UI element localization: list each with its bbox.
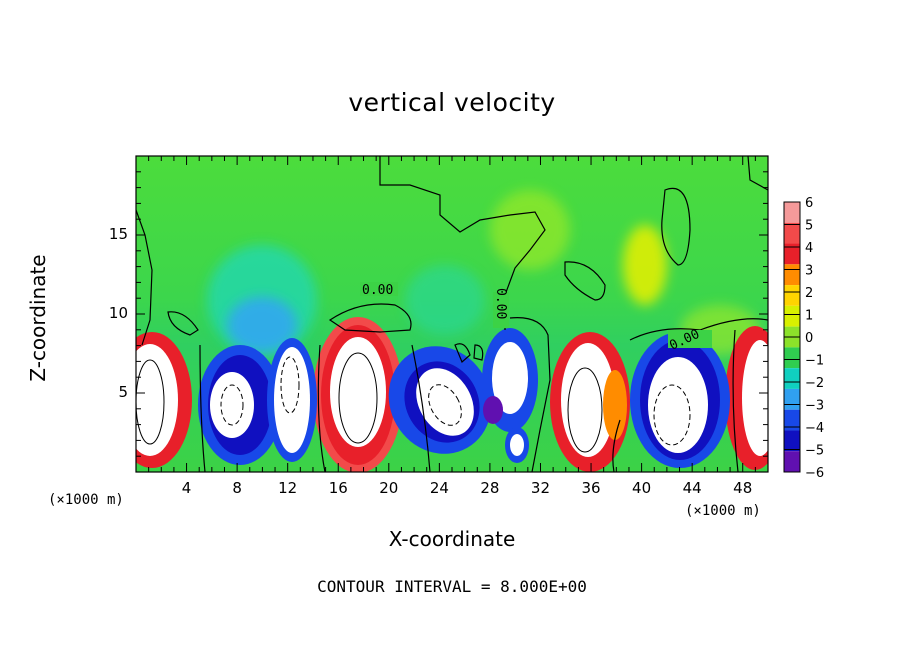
chart-title: vertical velocity	[348, 88, 556, 117]
yellow-patch	[623, 225, 667, 305]
colorbar-swatch	[784, 305, 800, 327]
zero-contour-line	[612, 419, 621, 472]
x-tick-label: 48	[733, 479, 753, 497]
downdraft-cell	[388, 346, 492, 454]
updraft-cell	[550, 332, 630, 472]
colorbar-swatch	[784, 243, 800, 265]
zero-contour-line	[454, 343, 471, 364]
zero-contour-line	[167, 311, 199, 336]
y-axis-label: Z-coordinate	[26, 254, 50, 382]
contour-label: 0.00	[362, 283, 393, 298]
zero-contour-line	[328, 303, 412, 333]
colorbar-label: 4	[805, 241, 813, 256]
contour-label-bg	[360, 282, 398, 296]
x-tick-label: 36	[581, 479, 601, 497]
x-tick-label: 32	[530, 479, 551, 497]
cyan-patch	[405, 265, 485, 335]
y-tick-label: 10	[108, 304, 128, 322]
contour-label-bg	[493, 292, 509, 328]
zero-contour-line	[379, 156, 546, 330]
colorbar-swatch	[784, 409, 800, 431]
colorbar-label: −6	[805, 466, 824, 481]
y-tick-label: 15	[108, 225, 128, 243]
downdraft-cell	[630, 332, 730, 468]
x-tick-label: 12	[278, 479, 298, 497]
colorbar-label: −5	[805, 444, 824, 459]
colorbar-label: 0	[805, 331, 813, 346]
x-tick-label: 4	[181, 479, 192, 497]
colorbar-label: −4	[805, 421, 824, 436]
colorbar-swatch	[784, 430, 800, 452]
zero-contour-line	[199, 344, 206, 472]
x-unit-label: (×1000 m)	[48, 492, 124, 508]
cyan-patch	[227, 297, 297, 353]
x-tick-label: 24	[429, 479, 449, 497]
downdraft-cell	[482, 328, 538, 463]
colorbar-swatch	[784, 285, 800, 306]
zero-contour-line	[509, 317, 551, 472]
updraft-cell	[136, 332, 192, 468]
zero-contour-line	[747, 156, 768, 191]
zero-contour-line	[473, 344, 484, 361]
updraft-cell	[725, 326, 768, 470]
x-tick-label: 20	[379, 479, 399, 497]
zero-contour-line	[661, 187, 691, 266]
zero-contour-line	[411, 344, 431, 472]
x-tick-label: 44	[682, 479, 702, 497]
colorbar-label: 2	[805, 286, 813, 301]
colorbar-swatch	[784, 264, 800, 286]
colorbar-label: 6	[805, 196, 813, 211]
zero-contour-line	[136, 209, 153, 346]
zero-contour-line	[564, 261, 606, 301]
contour-interval-note: CONTOUR INTERVAL = 8.000E+00	[317, 577, 587, 596]
colorbar-swatch	[784, 222, 800, 244]
x-tick-label: 8	[232, 479, 242, 497]
colorbar-swatch	[784, 347, 800, 369]
colorbar-swatch	[784, 451, 800, 472]
colorbar-swatch	[784, 202, 800, 223]
zero-contour-line	[732, 329, 739, 472]
colorbar-label: −1	[805, 354, 824, 369]
field-structures	[136, 156, 768, 472]
x-tick-label: 16	[328, 479, 348, 497]
downdraft-cell	[267, 338, 317, 462]
zero-contour-line	[317, 344, 326, 472]
contour-label-bg	[668, 330, 712, 348]
downdraft-cell	[198, 345, 282, 465]
colorbar-label: 3	[805, 264, 813, 279]
updraft-cell	[313, 317, 403, 472]
x-unit-label-right: (×1000 m)	[685, 503, 761, 519]
x-tick-label: 28	[480, 479, 500, 497]
colorbar-label: −2	[805, 376, 824, 391]
y-tick-label: 5	[118, 383, 128, 401]
yellow-patch	[490, 190, 570, 270]
colorbar: 6 5 4 3 2 1 0 −1 −2 −3 −4 −5 −6	[783, 196, 824, 481]
colorbar-swatch	[784, 388, 800, 410]
colorbar-label: 1	[805, 309, 813, 324]
axis-ticks	[136, 156, 768, 472]
colorbar-swatch	[784, 368, 800, 389]
colorbar-label: 5	[805, 219, 813, 234]
x-axis-label: X-coordinate	[388, 527, 516, 551]
x-tick-label: 40	[632, 479, 652, 497]
contour-label: 0.00	[493, 288, 508, 319]
colorbar-label: −3	[805, 399, 824, 414]
